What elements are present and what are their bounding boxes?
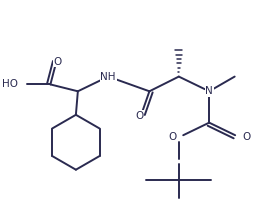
Text: O: O <box>169 132 177 142</box>
Text: N: N <box>205 86 213 96</box>
Text: O: O <box>53 57 61 67</box>
Text: HO: HO <box>2 79 18 89</box>
Text: NH: NH <box>100 72 116 82</box>
Text: O: O <box>136 111 144 121</box>
Text: O: O <box>243 132 251 142</box>
